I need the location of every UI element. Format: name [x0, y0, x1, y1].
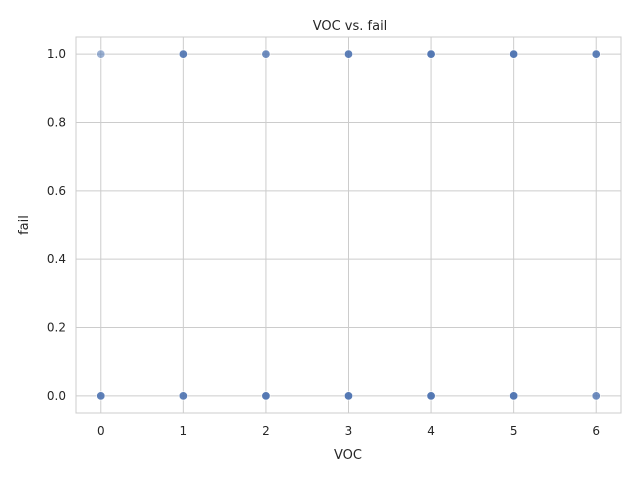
- data-point: [591, 49, 601, 59]
- grid: [76, 37, 621, 413]
- x-tick-label: 6: [592, 424, 600, 438]
- chart-title: VOC vs. fail: [313, 19, 388, 34]
- data-point: [426, 391, 436, 401]
- y-tick-label: 1.0: [47, 47, 66, 61]
- x-tick-label: 5: [510, 424, 518, 438]
- data-point: [509, 391, 519, 401]
- x-tick-label: 1: [180, 424, 188, 438]
- x-axis-label: VOC: [334, 448, 362, 463]
- y-tick-label: 0.2: [47, 321, 66, 335]
- data-point: [426, 49, 436, 59]
- data-point: [96, 49, 106, 59]
- data-point: [343, 391, 353, 401]
- data-point: [261, 391, 271, 401]
- data-point: [261, 49, 271, 59]
- data-point: [509, 49, 519, 59]
- x-tick-label: 4: [427, 424, 435, 438]
- y-tick-label: 0.0: [47, 389, 66, 403]
- x-tick-label: 3: [345, 424, 353, 438]
- y-tick-labels: 0.0 0.2 0.4 0.6 0.8 1.0: [47, 47, 66, 403]
- y-tick-label: 0.8: [47, 115, 66, 129]
- y-tick-label: 0.6: [47, 184, 66, 198]
- x-tick-label: 2: [262, 424, 270, 438]
- data-point: [178, 49, 188, 59]
- x-tick-label: 0: [97, 424, 105, 438]
- y-tick-label: 0.4: [47, 252, 66, 266]
- x-tick-labels: 0 1 2 3 4 5 6: [97, 424, 600, 438]
- data-point: [178, 391, 188, 401]
- data-point: [591, 391, 601, 401]
- data-point: [343, 49, 353, 59]
- data-points: [96, 49, 601, 401]
- y-axis-label: fail: [17, 215, 32, 235]
- data-point: [96, 391, 106, 401]
- plot-frame: [75, 36, 622, 414]
